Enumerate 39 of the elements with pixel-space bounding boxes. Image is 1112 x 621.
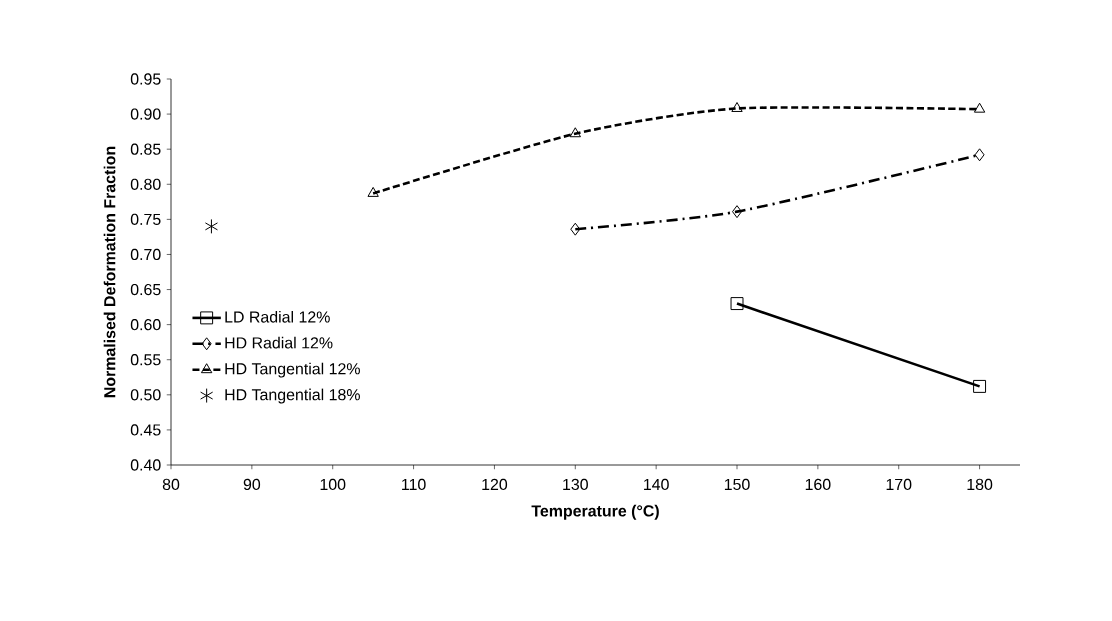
y-tick-label: 0.50	[130, 389, 161, 401]
x-tick-label: 130	[563, 478, 588, 491]
x-tick-label: 170	[886, 478, 912, 491]
y-tick-label: 0.45	[130, 424, 161, 436]
point	[569, 127, 581, 138]
y-tick-label: 0.70	[130, 248, 161, 261]
point	[973, 102, 986, 113]
legend-label: LD Radial 12%	[225, 310, 330, 323]
x-tick-label: 90	[243, 478, 261, 491]
y-tick-label: 0.90	[130, 108, 161, 120]
y-tick-label: 0.60	[130, 319, 161, 331]
x-tick-label: 140	[644, 478, 669, 491]
x-tick-label: 160	[805, 478, 831, 491]
x-tick-label: 100	[320, 478, 346, 491]
y-tick-label: 0.65	[130, 283, 161, 296]
y-tick-label: 0.85	[130, 143, 161, 155]
point	[732, 205, 742, 219]
point	[731, 102, 743, 112]
x-tick-label: 180	[967, 478, 993, 491]
legend-label: HD Tangential 18%	[225, 388, 360, 404]
point	[204, 218, 218, 234]
point	[730, 297, 744, 311]
legend-label: HD Radial 12%	[225, 336, 333, 349]
y-tick-label: 0.55	[130, 354, 161, 366]
y-tick-label: 0.75	[130, 213, 161, 226]
point	[973, 379, 987, 393]
point	[974, 148, 985, 162]
legend-label: HD Tangential 12%	[225, 362, 360, 378]
y-tick-label: 0.95	[130, 73, 161, 85]
x-tick-label: 80	[162, 478, 180, 491]
x-tick-label: 110	[402, 478, 426, 491]
y-tick-label: 0.40	[130, 459, 161, 471]
x-tick-label: 120	[482, 478, 508, 491]
point	[367, 186, 379, 197]
point	[570, 222, 581, 236]
y-tick-label: 0.80	[130, 178, 161, 190]
y-axis-title: Normalised Deformation Fraction	[103, 146, 116, 398]
x-tick-label: 150	[724, 478, 750, 491]
x-axis-title: Temperature (°C)	[531, 504, 659, 520]
